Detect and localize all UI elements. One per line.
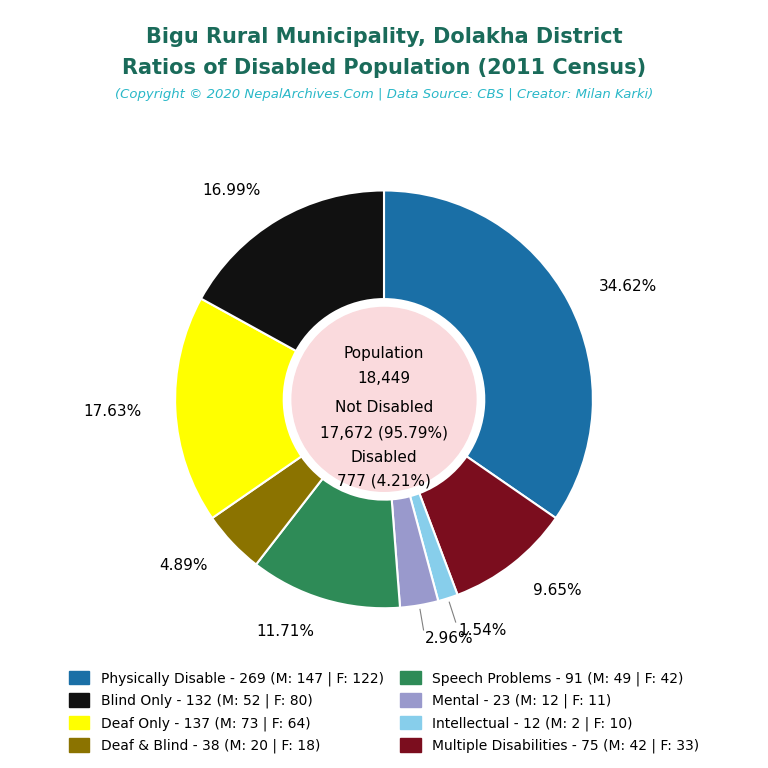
- Legend: Physically Disable - 269 (M: 147 | F: 122), Blind Only - 132 (M: 52 | F: 80), De: Physically Disable - 269 (M: 147 | F: 12…: [68, 671, 700, 753]
- Text: 777 (4.21%): 777 (4.21%): [337, 473, 431, 488]
- Text: 16.99%: 16.99%: [202, 184, 260, 198]
- Text: 2.96%: 2.96%: [425, 631, 474, 646]
- Wedge shape: [201, 190, 384, 351]
- Text: 34.62%: 34.62%: [598, 280, 657, 294]
- Text: Not Disabled: Not Disabled: [335, 400, 433, 415]
- Wedge shape: [212, 456, 323, 564]
- Text: Bigu Rural Municipality, Dolakha District: Bigu Rural Municipality, Dolakha Distric…: [146, 27, 622, 47]
- Text: 18,449: 18,449: [357, 371, 411, 386]
- Wedge shape: [175, 299, 302, 518]
- Text: (Copyright © 2020 NepalArchives.Com | Data Source: CBS | Creator: Milan Karki): (Copyright © 2020 NepalArchives.Com | Da…: [115, 88, 653, 101]
- Text: 9.65%: 9.65%: [533, 583, 582, 598]
- Circle shape: [292, 307, 476, 492]
- Text: Disabled: Disabled: [351, 450, 417, 465]
- Wedge shape: [419, 456, 556, 595]
- Text: 1.54%: 1.54%: [458, 623, 507, 637]
- Text: 17.63%: 17.63%: [84, 404, 142, 419]
- Wedge shape: [392, 496, 439, 607]
- Text: 17,672 (95.79%): 17,672 (95.79%): [320, 425, 448, 440]
- Text: 4.89%: 4.89%: [160, 558, 208, 574]
- Text: 11.71%: 11.71%: [257, 624, 314, 639]
- Wedge shape: [410, 493, 458, 601]
- Wedge shape: [256, 478, 400, 608]
- Text: Ratios of Disabled Population (2011 Census): Ratios of Disabled Population (2011 Cens…: [122, 58, 646, 78]
- Text: Population: Population: [344, 346, 424, 361]
- Wedge shape: [384, 190, 593, 518]
